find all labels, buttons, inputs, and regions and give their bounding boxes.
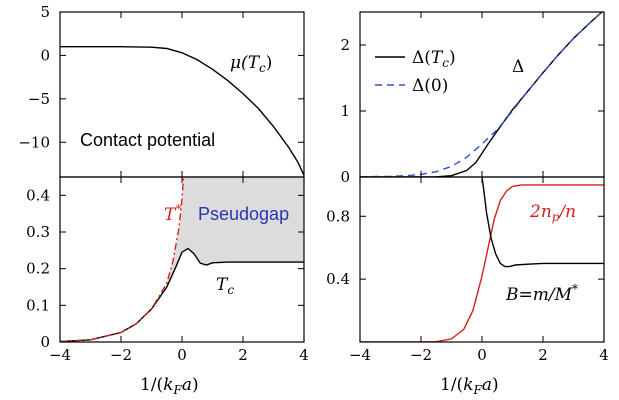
two-np-n-label: 2np/n — [529, 202, 576, 224]
y-tick-label: 0.4 — [26, 186, 50, 204]
mu-tc-label: μ(Tc) — [230, 53, 272, 75]
b-m-mstar-label: B=m/M* — [505, 282, 578, 305]
x-tick-label: 4 — [599, 346, 609, 364]
contact-potential-label: Contact potential — [80, 130, 215, 150]
panel-bottom-right-frame — [359, 176, 605, 343]
legend: Δ(Tc) Δ(0) — [375, 48, 456, 96]
x-tick-label: −4 — [349, 346, 371, 364]
series-line-br-0 — [360, 184, 604, 342]
x-tick-label: 0 — [477, 346, 487, 364]
y-tick-label: 5 — [40, 3, 50, 21]
y-tick-label: −10 — [18, 133, 50, 151]
y-tick-label: 0 — [40, 46, 50, 64]
x-tick-label: 2 — [238, 346, 248, 364]
tc-label: Tc — [216, 275, 234, 297]
y-tick-label: −5 — [28, 90, 50, 108]
y-tick-label: 0.1 — [26, 296, 50, 314]
y-tick-label: 0.3 — [26, 223, 50, 241]
x-axis-label-right: 1/(kFa) — [440, 375, 499, 397]
panel-top-left-frame — [59, 11, 305, 178]
series-line-bl-0 — [60, 247, 304, 342]
x-tick-label: 4 — [299, 346, 309, 364]
pseudogap-label: Pseudogap — [198, 204, 289, 224]
panel-bottom-left-frame — [59, 176, 305, 343]
legend-label-delta-0: Δ(0) — [412, 76, 448, 96]
y-tick-label: 0.4 — [326, 270, 350, 288]
t-star-label: T* — [164, 202, 181, 225]
y-tick-label: 1 — [340, 102, 350, 120]
series-line-tr-1 — [360, 12, 603, 177]
series-line-tr-0 — [360, 12, 603, 177]
series-line-bl-1 — [60, 177, 185, 342]
y-tick-label: 0.2 — [26, 260, 50, 278]
x-tick-label: 2 — [538, 346, 548, 364]
x-tick-label: 0 — [177, 346, 187, 364]
y-tick-label: 0 — [340, 168, 350, 186]
y-tick-label: 0.8 — [326, 207, 350, 225]
y-tick-label: 0 — [40, 333, 50, 351]
pseudogap-region — [166, 177, 304, 287]
x-axis-label-left: 1/(kFa) — [140, 375, 199, 397]
x-tick-label: −2 — [410, 346, 432, 364]
series-line-br-1 — [481, 177, 604, 268]
legend-label-delta-tc: Δ(Tc) — [412, 48, 456, 70]
x-tick-label: −4 — [49, 346, 71, 364]
series-line-tl-0 — [60, 46, 304, 176]
delta-label: Δ — [512, 57, 524, 77]
x-tick-label: −2 — [110, 346, 132, 364]
y-tick-label: 2 — [340, 36, 350, 54]
